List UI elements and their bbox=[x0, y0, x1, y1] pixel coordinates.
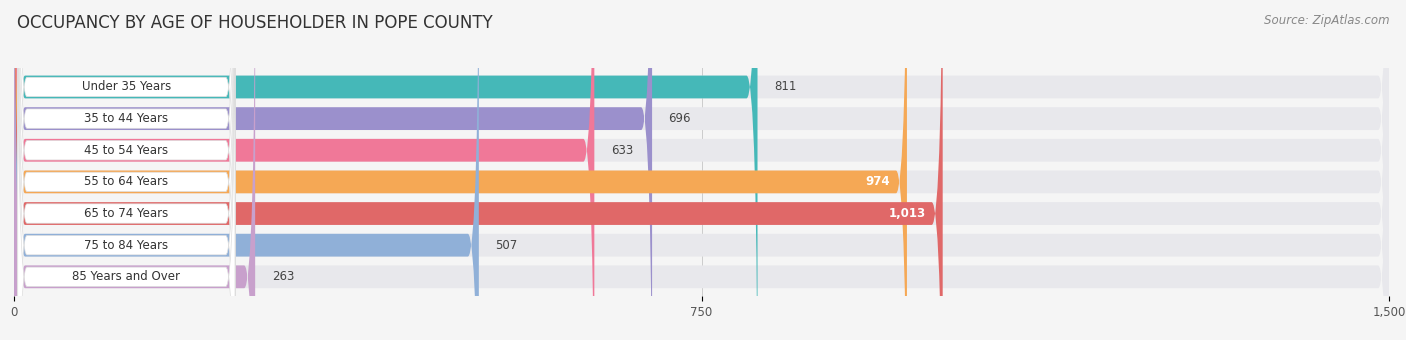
FancyBboxPatch shape bbox=[18, 0, 235, 340]
FancyBboxPatch shape bbox=[18, 0, 235, 340]
FancyBboxPatch shape bbox=[14, 0, 1389, 340]
FancyBboxPatch shape bbox=[18, 0, 235, 340]
FancyBboxPatch shape bbox=[18, 0, 235, 340]
FancyBboxPatch shape bbox=[14, 0, 254, 340]
FancyBboxPatch shape bbox=[14, 0, 942, 340]
Text: 35 to 44 Years: 35 to 44 Years bbox=[84, 112, 169, 125]
FancyBboxPatch shape bbox=[14, 0, 758, 340]
Text: 974: 974 bbox=[866, 175, 890, 188]
FancyBboxPatch shape bbox=[14, 0, 1389, 340]
Text: 55 to 64 Years: 55 to 64 Years bbox=[84, 175, 169, 188]
Text: Source: ZipAtlas.com: Source: ZipAtlas.com bbox=[1264, 14, 1389, 27]
Text: 633: 633 bbox=[610, 144, 633, 157]
FancyBboxPatch shape bbox=[14, 0, 652, 340]
Text: 65 to 74 Years: 65 to 74 Years bbox=[84, 207, 169, 220]
Text: 263: 263 bbox=[271, 270, 294, 283]
FancyBboxPatch shape bbox=[14, 0, 479, 340]
FancyBboxPatch shape bbox=[14, 0, 1389, 340]
FancyBboxPatch shape bbox=[14, 0, 595, 340]
FancyBboxPatch shape bbox=[18, 0, 235, 340]
FancyBboxPatch shape bbox=[14, 0, 1389, 340]
FancyBboxPatch shape bbox=[18, 0, 235, 340]
Text: 507: 507 bbox=[495, 239, 517, 252]
Text: 1,013: 1,013 bbox=[889, 207, 927, 220]
FancyBboxPatch shape bbox=[14, 0, 1389, 340]
Text: 75 to 84 Years: 75 to 84 Years bbox=[84, 239, 169, 252]
FancyBboxPatch shape bbox=[14, 0, 1389, 340]
FancyBboxPatch shape bbox=[14, 0, 1389, 340]
FancyBboxPatch shape bbox=[14, 0, 907, 340]
Text: 811: 811 bbox=[775, 81, 796, 94]
FancyBboxPatch shape bbox=[18, 0, 235, 340]
Text: 85 Years and Over: 85 Years and Over bbox=[72, 270, 180, 283]
Text: 696: 696 bbox=[669, 112, 692, 125]
Text: Under 35 Years: Under 35 Years bbox=[82, 81, 172, 94]
Text: 45 to 54 Years: 45 to 54 Years bbox=[84, 144, 169, 157]
Text: OCCUPANCY BY AGE OF HOUSEHOLDER IN POPE COUNTY: OCCUPANCY BY AGE OF HOUSEHOLDER IN POPE … bbox=[17, 14, 492, 32]
